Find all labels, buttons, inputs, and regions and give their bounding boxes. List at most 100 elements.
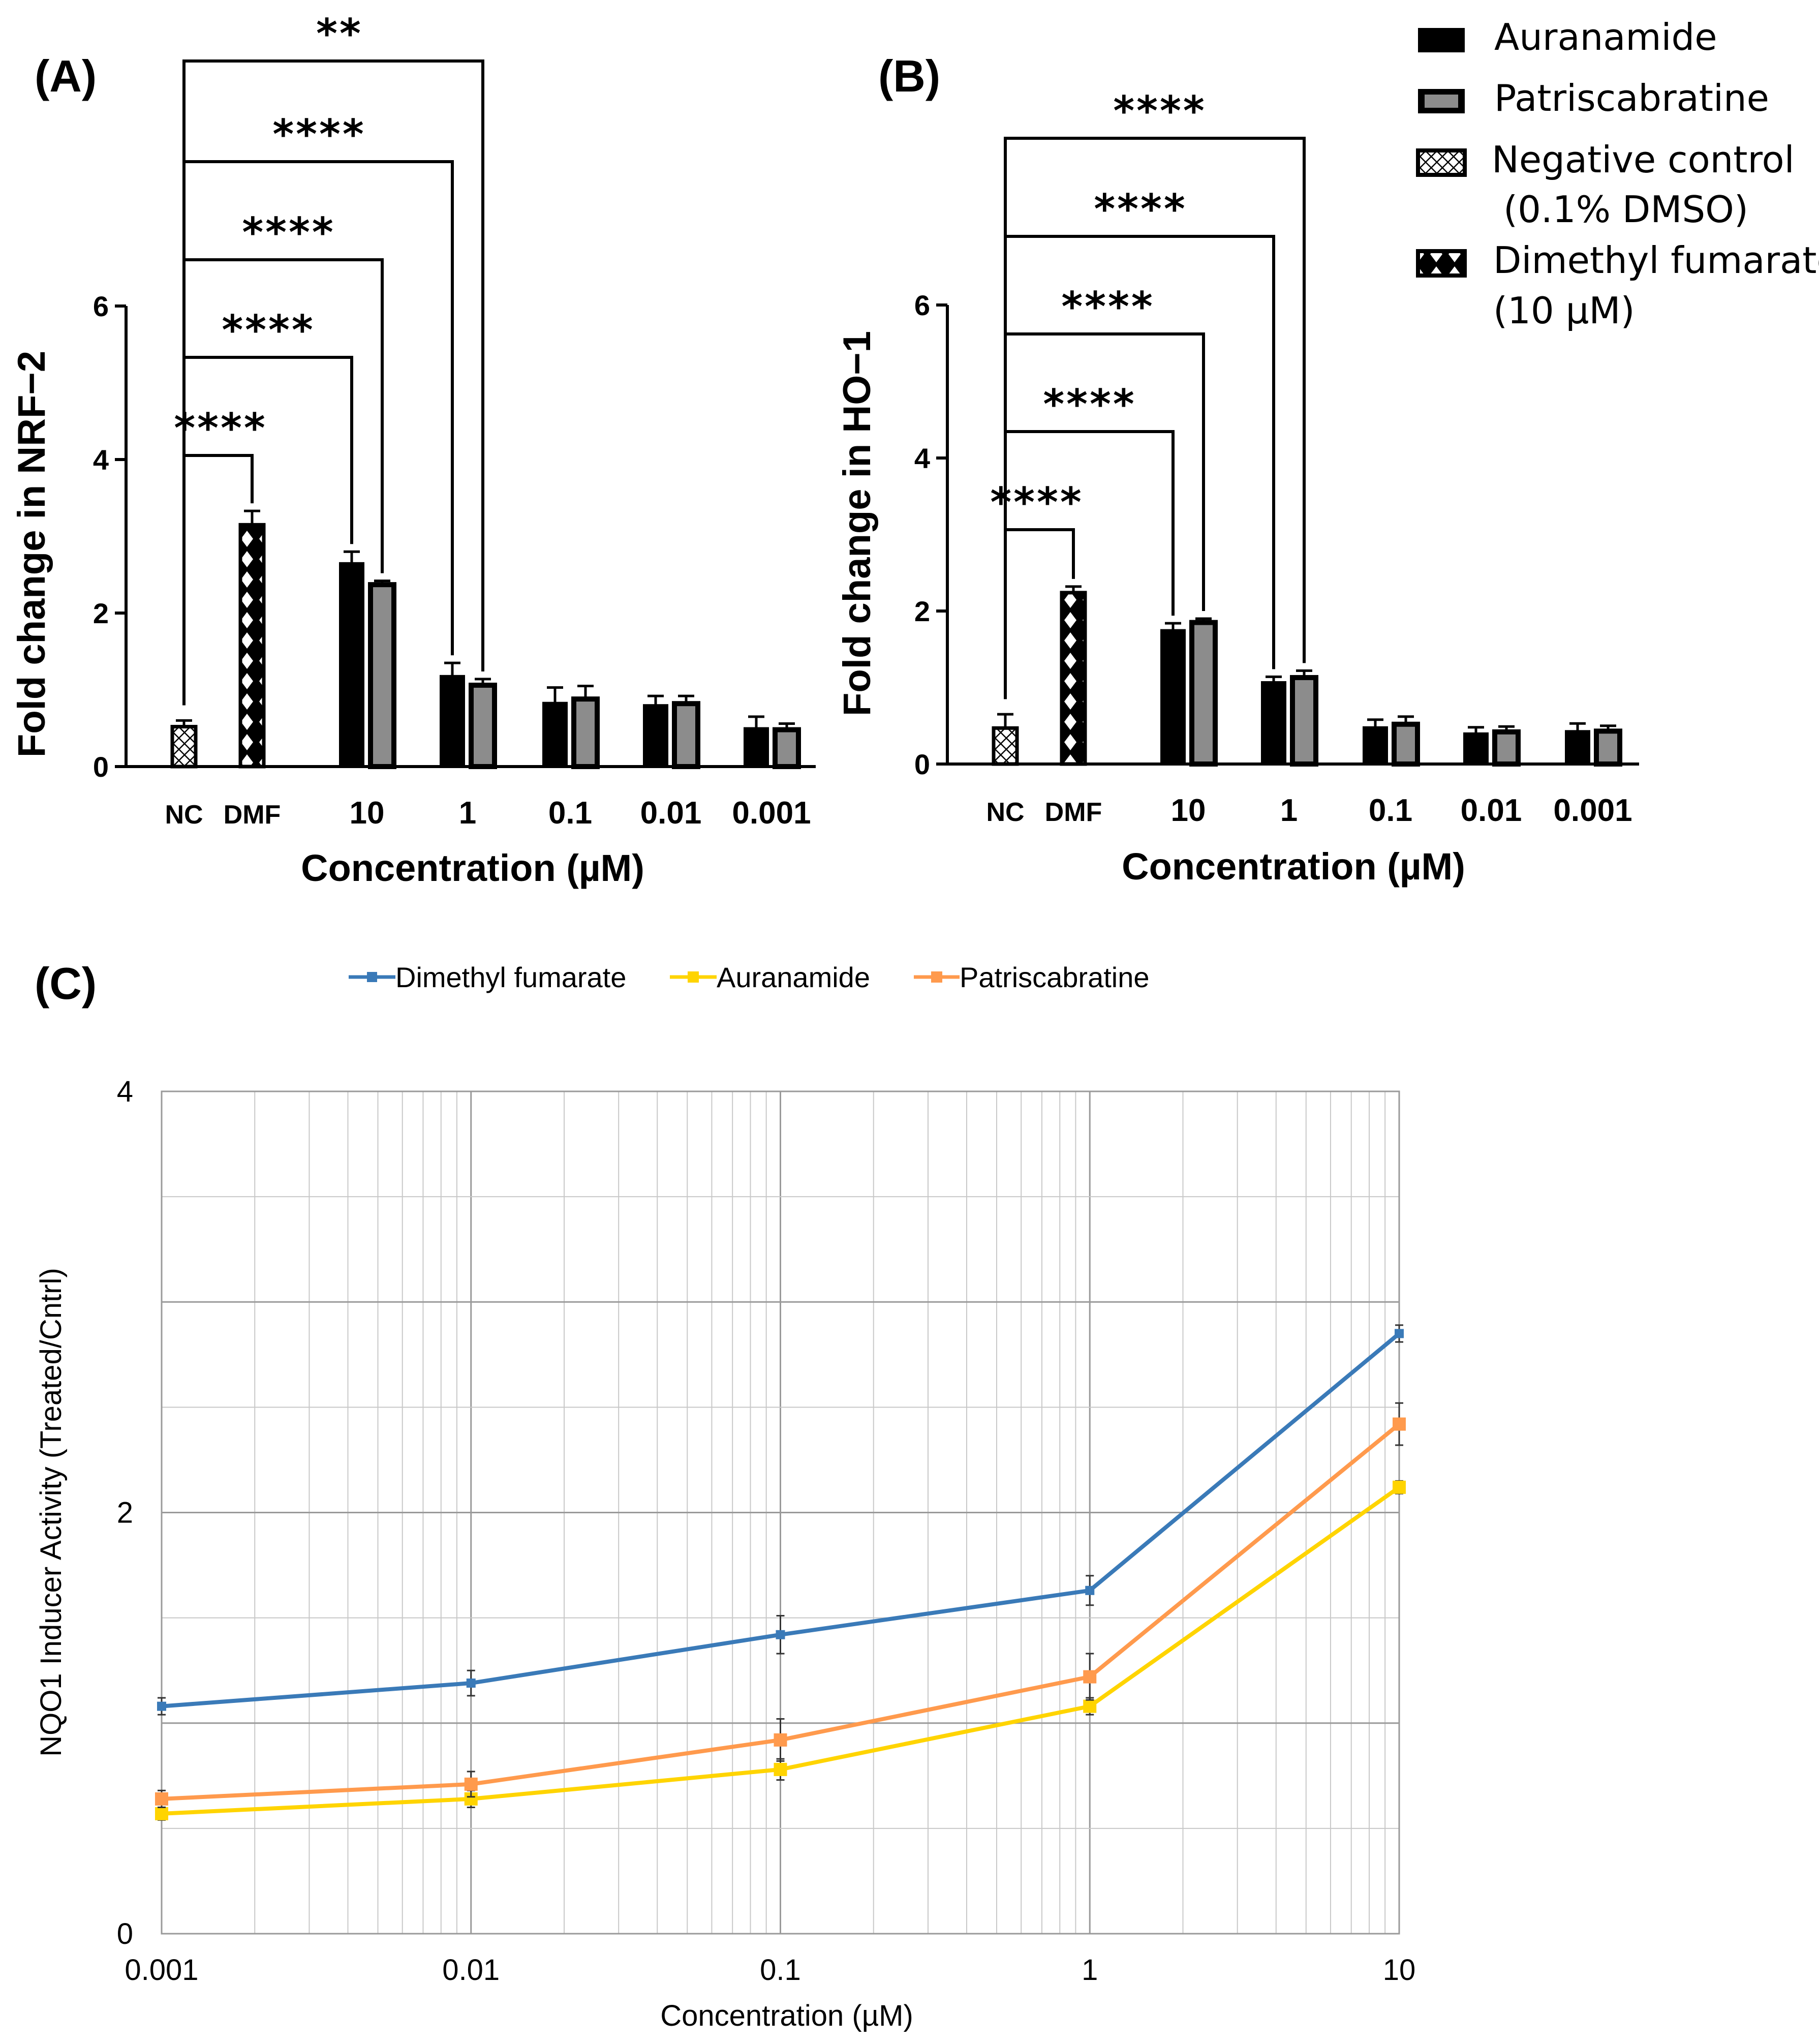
y-tick-label-a: 2 xyxy=(93,597,109,629)
data-point-patriscabratine xyxy=(1393,1417,1406,1431)
x-axis-label-c: Concentration (µM) xyxy=(660,1999,913,2032)
y-tick-label-b: 2 xyxy=(914,595,930,627)
bar-patriscabratine xyxy=(1392,721,1420,767)
bar-auranamide xyxy=(1363,726,1388,766)
y-tick-label-a: 6 xyxy=(93,290,109,322)
bar-auranamide xyxy=(1261,681,1286,765)
bar-patriscabratine xyxy=(1594,728,1622,767)
bar-auranamide xyxy=(1160,629,1186,765)
legend-c-label-patriscabratine: Patriscabratine xyxy=(960,961,1150,993)
legend-c: Dimethyl fumarate Auranamide Patriscabra… xyxy=(349,961,1150,993)
legend-swatch-negative-control xyxy=(1416,148,1467,177)
significance-stars: **** xyxy=(174,405,267,452)
legend-label-dmf-2: (10 µM) xyxy=(1493,289,1635,332)
legend-c-marker-patriscabratine xyxy=(931,971,942,983)
bar-auranamide xyxy=(339,562,364,768)
data-point-dmf xyxy=(776,1630,785,1639)
bar-patriscabratine xyxy=(571,696,600,769)
significance-stars: **** xyxy=(242,209,335,256)
legend-label-auranamide: Auranamide xyxy=(1494,16,1717,58)
significance-stars: **** xyxy=(1094,186,1187,233)
category-label: NC xyxy=(165,800,203,830)
data-point-auranamide xyxy=(774,1762,787,1776)
x-axis-label-a: Concentration (µM) xyxy=(301,847,644,889)
data-point-patriscabratine xyxy=(774,1733,787,1747)
significance-stars: **** xyxy=(272,111,365,158)
category-label: 0.001 xyxy=(1553,793,1632,828)
bar-dmf xyxy=(238,523,266,769)
panel-label-a: (A) xyxy=(35,51,97,101)
legend-swatch-patriscabratine-inner xyxy=(1425,95,1458,108)
y-axis-label-c: NQO1 Inducer Activity (Treated/Cntrl) xyxy=(35,1268,68,1757)
y-axis-label-a: Fold change in NRF−2 xyxy=(10,351,53,757)
significance-stars: **** xyxy=(222,307,315,354)
marks-b: 0 2 4 6 NC DMF 10 1 0.1 0.01 0.001 **** **** **** ****… xyxy=(914,87,1639,828)
legend-ab: Auranamide Patriscabratine Negative cont… xyxy=(1416,16,1819,332)
bar-patriscabratine xyxy=(1290,675,1318,767)
bar-patriscabratine xyxy=(368,582,396,769)
x-tick-label-c: 0.1 xyxy=(760,1954,801,1987)
x-axis-label-b: Concentration (µM) xyxy=(1122,845,1465,888)
data-point-patriscabratine xyxy=(464,1777,478,1791)
category-label: 1 xyxy=(459,796,476,831)
category-label: DMF xyxy=(224,800,281,830)
grid-c xyxy=(161,1091,1400,1934)
marks-c: 0 2 4 0.001 0.01 0.1 1 10 xyxy=(117,1075,1416,1987)
data-point-auranamide xyxy=(155,1807,168,1820)
chart-panel-a: Fold change in NRF−2 Concentration (µM) … xyxy=(10,10,816,889)
panel-label-c: (C) xyxy=(35,958,97,1009)
x-tick-label-c: 0.01 xyxy=(442,1954,500,1987)
bar-nc xyxy=(992,726,1019,766)
category-label: 0.01 xyxy=(1461,793,1522,828)
data-point-dmf xyxy=(157,1701,166,1711)
data-point-auranamide xyxy=(1083,1699,1097,1713)
bar-dmf xyxy=(1060,591,1087,766)
plot-frame-c xyxy=(161,1090,1400,1935)
y-tick-label-a: 0 xyxy=(93,751,109,783)
significance-stars: **** xyxy=(1061,283,1154,330)
data-point-patriscabratine xyxy=(155,1792,168,1806)
legend-swatch-dmf xyxy=(1416,249,1467,278)
data-point-dmf xyxy=(466,1679,476,1688)
data-point-dmf xyxy=(1395,1329,1404,1338)
data-point-auranamide xyxy=(1393,1480,1406,1494)
y-tick-label-b: 6 xyxy=(914,289,930,321)
chart-panel-b: Fold change in HO−1 Concentration (µM) 0… xyxy=(836,87,1639,888)
legend-c-marker-auranamide xyxy=(688,971,699,983)
significance-bracket xyxy=(182,59,484,706)
bar-auranamide xyxy=(1463,732,1489,766)
y-tick-label-b: 4 xyxy=(914,442,930,474)
significance-bracket xyxy=(1004,137,1306,699)
significance-bracket xyxy=(1004,430,1175,699)
y-tick-label-b: 0 xyxy=(914,748,930,780)
bar-patriscabratine xyxy=(773,727,801,770)
bar-auranamide xyxy=(643,704,668,768)
legend-c-marker-dmf xyxy=(367,972,377,982)
legend-label-dmf: Dimethyl fumarate xyxy=(1493,239,1819,282)
bar-patriscabratine xyxy=(1492,729,1521,767)
legend-label-patriscabratine: Patriscabratine xyxy=(1494,77,1769,119)
data-point-dmf xyxy=(1085,1585,1095,1595)
legend-c-label-auranamide: Auranamide xyxy=(717,961,870,993)
bar-auranamide xyxy=(440,675,465,768)
category-label: 0.001 xyxy=(732,796,811,831)
chart-panel-c: 0 2 4 0.001 0.01 0.1 1 10 NQO1 Inducer Activity… xyxy=(35,961,1415,2032)
legend-swatch-auranamide xyxy=(1418,28,1465,52)
panel-label-b: (B) xyxy=(878,51,940,101)
category-label: 10 xyxy=(350,796,385,831)
x-tick-label-c: 10 xyxy=(1383,1954,1416,1987)
y-axis-label-b: Fold change in HO−1 xyxy=(836,331,879,716)
bar-auranamide xyxy=(542,701,568,768)
category-label: 0.1 xyxy=(1369,793,1412,828)
category-label: 1 xyxy=(1280,793,1298,828)
category-label: 10 xyxy=(1171,793,1206,828)
bar-patriscabratine xyxy=(1189,620,1218,767)
category-label: 0.01 xyxy=(640,796,702,831)
bar-patriscabratine xyxy=(672,701,700,770)
legend-label-negative-control: Negative control xyxy=(1492,138,1795,181)
legend-label-negative-control-2: (0.1% DMSO) xyxy=(1503,188,1748,231)
x-tick-label-c: 1 xyxy=(1082,1954,1098,1987)
bar-auranamide xyxy=(1565,730,1590,766)
significance-stars: **** xyxy=(1113,87,1206,135)
